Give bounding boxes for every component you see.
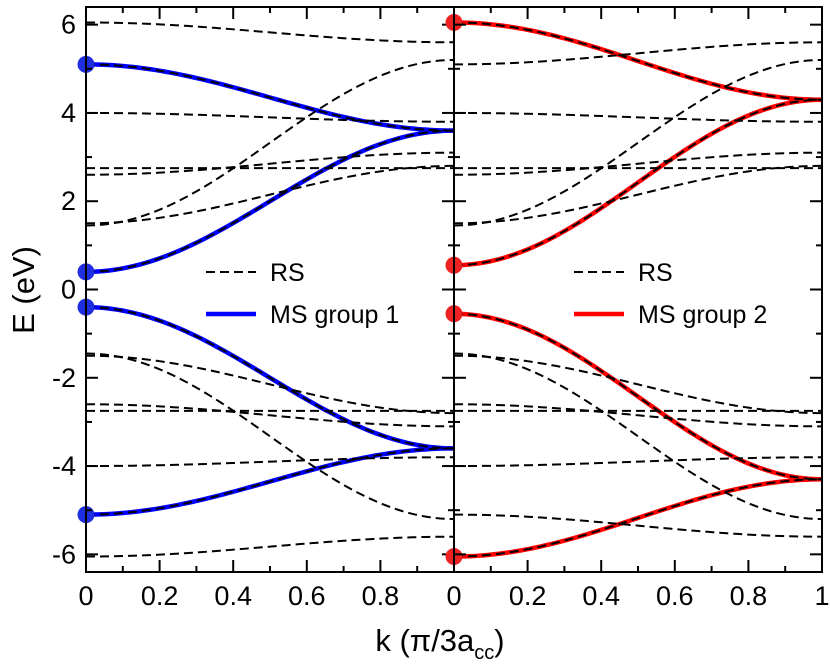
y-tick-label: -6 <box>52 539 76 569</box>
y-tick-label: -2 <box>52 363 76 393</box>
x-tick-label: 0.8 <box>730 581 768 611</box>
rs-band-line <box>454 352 822 521</box>
legend: RS MS group 1 <box>206 259 399 329</box>
rs-band-line <box>454 456 822 468</box>
x-tick-label: 0.2 <box>141 581 179 611</box>
rs-band-line <box>454 478 822 558</box>
plot-frame <box>453 6 823 573</box>
right-panel: 0 0.2 0.4 0.6 0.8 1 RS MS group 2 <box>445 6 830 611</box>
x-tick-label: 0 <box>446 581 461 611</box>
rs-band-line <box>86 129 454 273</box>
legend-label-ms: MS group 2 <box>638 301 767 329</box>
ms-band-line <box>454 97 822 268</box>
rs-band-line <box>86 151 454 176</box>
rs-band-line <box>454 312 822 481</box>
x-tick-label: 0.8 <box>362 581 400 611</box>
rs-band-line <box>86 352 454 521</box>
rs-band-line <box>454 58 822 227</box>
y-axis-title: E (eV) <box>6 246 41 334</box>
ms-band-line <box>454 311 822 482</box>
legend-label-rs: RS <box>638 259 673 287</box>
rs-band-line <box>86 456 454 468</box>
rs-band-line <box>454 151 822 176</box>
y-tick-label: 2 <box>61 186 76 216</box>
x-axis-title-main: k (π/3a <box>375 623 475 658</box>
y-tick-label: 0 <box>61 275 76 305</box>
x-tick-label: 1 <box>814 581 829 611</box>
x-tick-label: 0.2 <box>509 581 547 611</box>
rs-band-line <box>86 403 454 428</box>
legend-label-ms: MS group 1 <box>270 301 399 329</box>
rs-band-line <box>86 447 454 516</box>
legend-label-rs: RS <box>270 259 305 287</box>
rs-band-line <box>454 98 822 267</box>
plot-area <box>454 20 822 559</box>
x-tick-label: 0.6 <box>656 581 694 611</box>
y-tick-label: 4 <box>61 98 76 128</box>
rs-band-line <box>86 306 454 450</box>
x-tick-label: 0.4 <box>214 581 252 611</box>
rs-band-line <box>454 164 822 225</box>
plot-frame <box>85 6 455 573</box>
rs-band-line <box>86 164 454 225</box>
x-axis-title-close: ) <box>494 623 504 658</box>
left-panel: 0 0.2 0.4 0.6 0.8 -6 -4 -2 0 2 4 6 RS MS group 1 <box>52 6 455 611</box>
rs-band-line <box>454 21 822 101</box>
x-tick-label: 0.6 <box>288 581 326 611</box>
x-axis-title-subscript: cc <box>474 642 494 664</box>
rs-band-line <box>86 535 454 558</box>
rs-band-line <box>86 21 454 44</box>
rs-band-line <box>454 513 822 538</box>
rs-band-line <box>454 111 822 123</box>
rs-band-line <box>86 63 454 132</box>
x-tick-label: 0 <box>78 581 93 611</box>
rs-band-line <box>454 41 822 66</box>
x-axis-title: k (π/3acc) <box>375 623 504 664</box>
x-tick-label: 0.4 <box>582 581 620 611</box>
rs-band-line <box>86 111 454 123</box>
rs-band-line <box>454 354 822 415</box>
rs-band-line <box>86 354 454 415</box>
rs-band-line <box>454 403 822 428</box>
legend: RS MS group 2 <box>574 259 767 329</box>
y-tick-label: 6 <box>61 10 76 40</box>
plot-area <box>86 21 454 558</box>
rs-band-line <box>86 58 454 227</box>
y-tick-label: -4 <box>52 451 76 481</box>
